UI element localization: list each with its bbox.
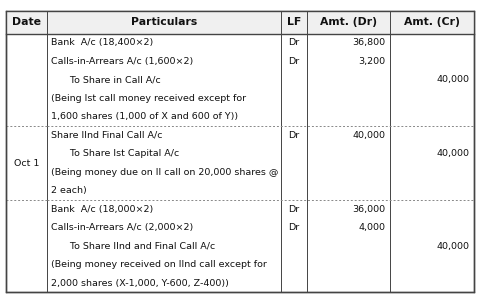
- Text: Share IInd Final Call A/c: Share IInd Final Call A/c: [51, 131, 162, 140]
- Text: Bank  A/c (18,000×2): Bank A/c (18,000×2): [51, 205, 153, 214]
- Text: Dr: Dr: [288, 57, 300, 66]
- Text: 40,000: 40,000: [436, 149, 469, 158]
- Text: Bank  A/c (18,400×2): Bank A/c (18,400×2): [51, 38, 153, 48]
- Text: To Share in Call A/c: To Share in Call A/c: [61, 75, 161, 85]
- Text: Dr: Dr: [288, 38, 300, 48]
- Text: 40,000: 40,000: [353, 131, 385, 140]
- Text: (Being money due on II call on 20,000 shares @: (Being money due on II call on 20,000 sh…: [51, 168, 278, 177]
- Text: To Share IInd and Final Call A/c: To Share IInd and Final Call A/c: [61, 242, 216, 251]
- Text: 2 each): 2 each): [51, 186, 86, 195]
- Text: Calls-in-Arrears A/c (1,600×2): Calls-in-Arrears A/c (1,600×2): [51, 57, 193, 66]
- Bar: [6, 11, 474, 34]
- Text: Date: Date: [12, 17, 41, 27]
- Text: Amt. (Dr): Amt. (Dr): [320, 17, 377, 27]
- Text: (Being money received on IInd call except for: (Being money received on IInd call excep…: [51, 260, 267, 269]
- Text: 4,000: 4,000: [359, 223, 385, 232]
- Text: Amt. (Cr): Amt. (Cr): [404, 17, 460, 27]
- Text: 40,000: 40,000: [436, 242, 469, 251]
- Text: 36,800: 36,800: [352, 38, 385, 48]
- Text: (Being Ist call money received except for: (Being Ist call money received except fo…: [51, 94, 246, 103]
- Text: 40,000: 40,000: [436, 75, 469, 85]
- Text: Dr: Dr: [288, 131, 300, 140]
- Text: Particulars: Particulars: [131, 17, 197, 27]
- Text: Oct 1: Oct 1: [14, 158, 39, 168]
- Text: Dr: Dr: [288, 223, 300, 232]
- Text: LF: LF: [287, 17, 301, 27]
- Text: Dr: Dr: [288, 205, 300, 214]
- Text: To Share Ist Capital A/c: To Share Ist Capital A/c: [61, 149, 180, 158]
- Text: Calls-in-Arrears A/c (2,000×2): Calls-in-Arrears A/c (2,000×2): [51, 223, 193, 232]
- Text: 1,600 shares (1,000 of X and 600 of Y)): 1,600 shares (1,000 of X and 600 of Y)): [51, 112, 238, 122]
- Text: 36,000: 36,000: [352, 205, 385, 214]
- Text: 3,200: 3,200: [359, 57, 385, 66]
- Text: 2,000 shares (X-1,000, Y-600, Z-400)): 2,000 shares (X-1,000, Y-600, Z-400)): [51, 279, 228, 288]
